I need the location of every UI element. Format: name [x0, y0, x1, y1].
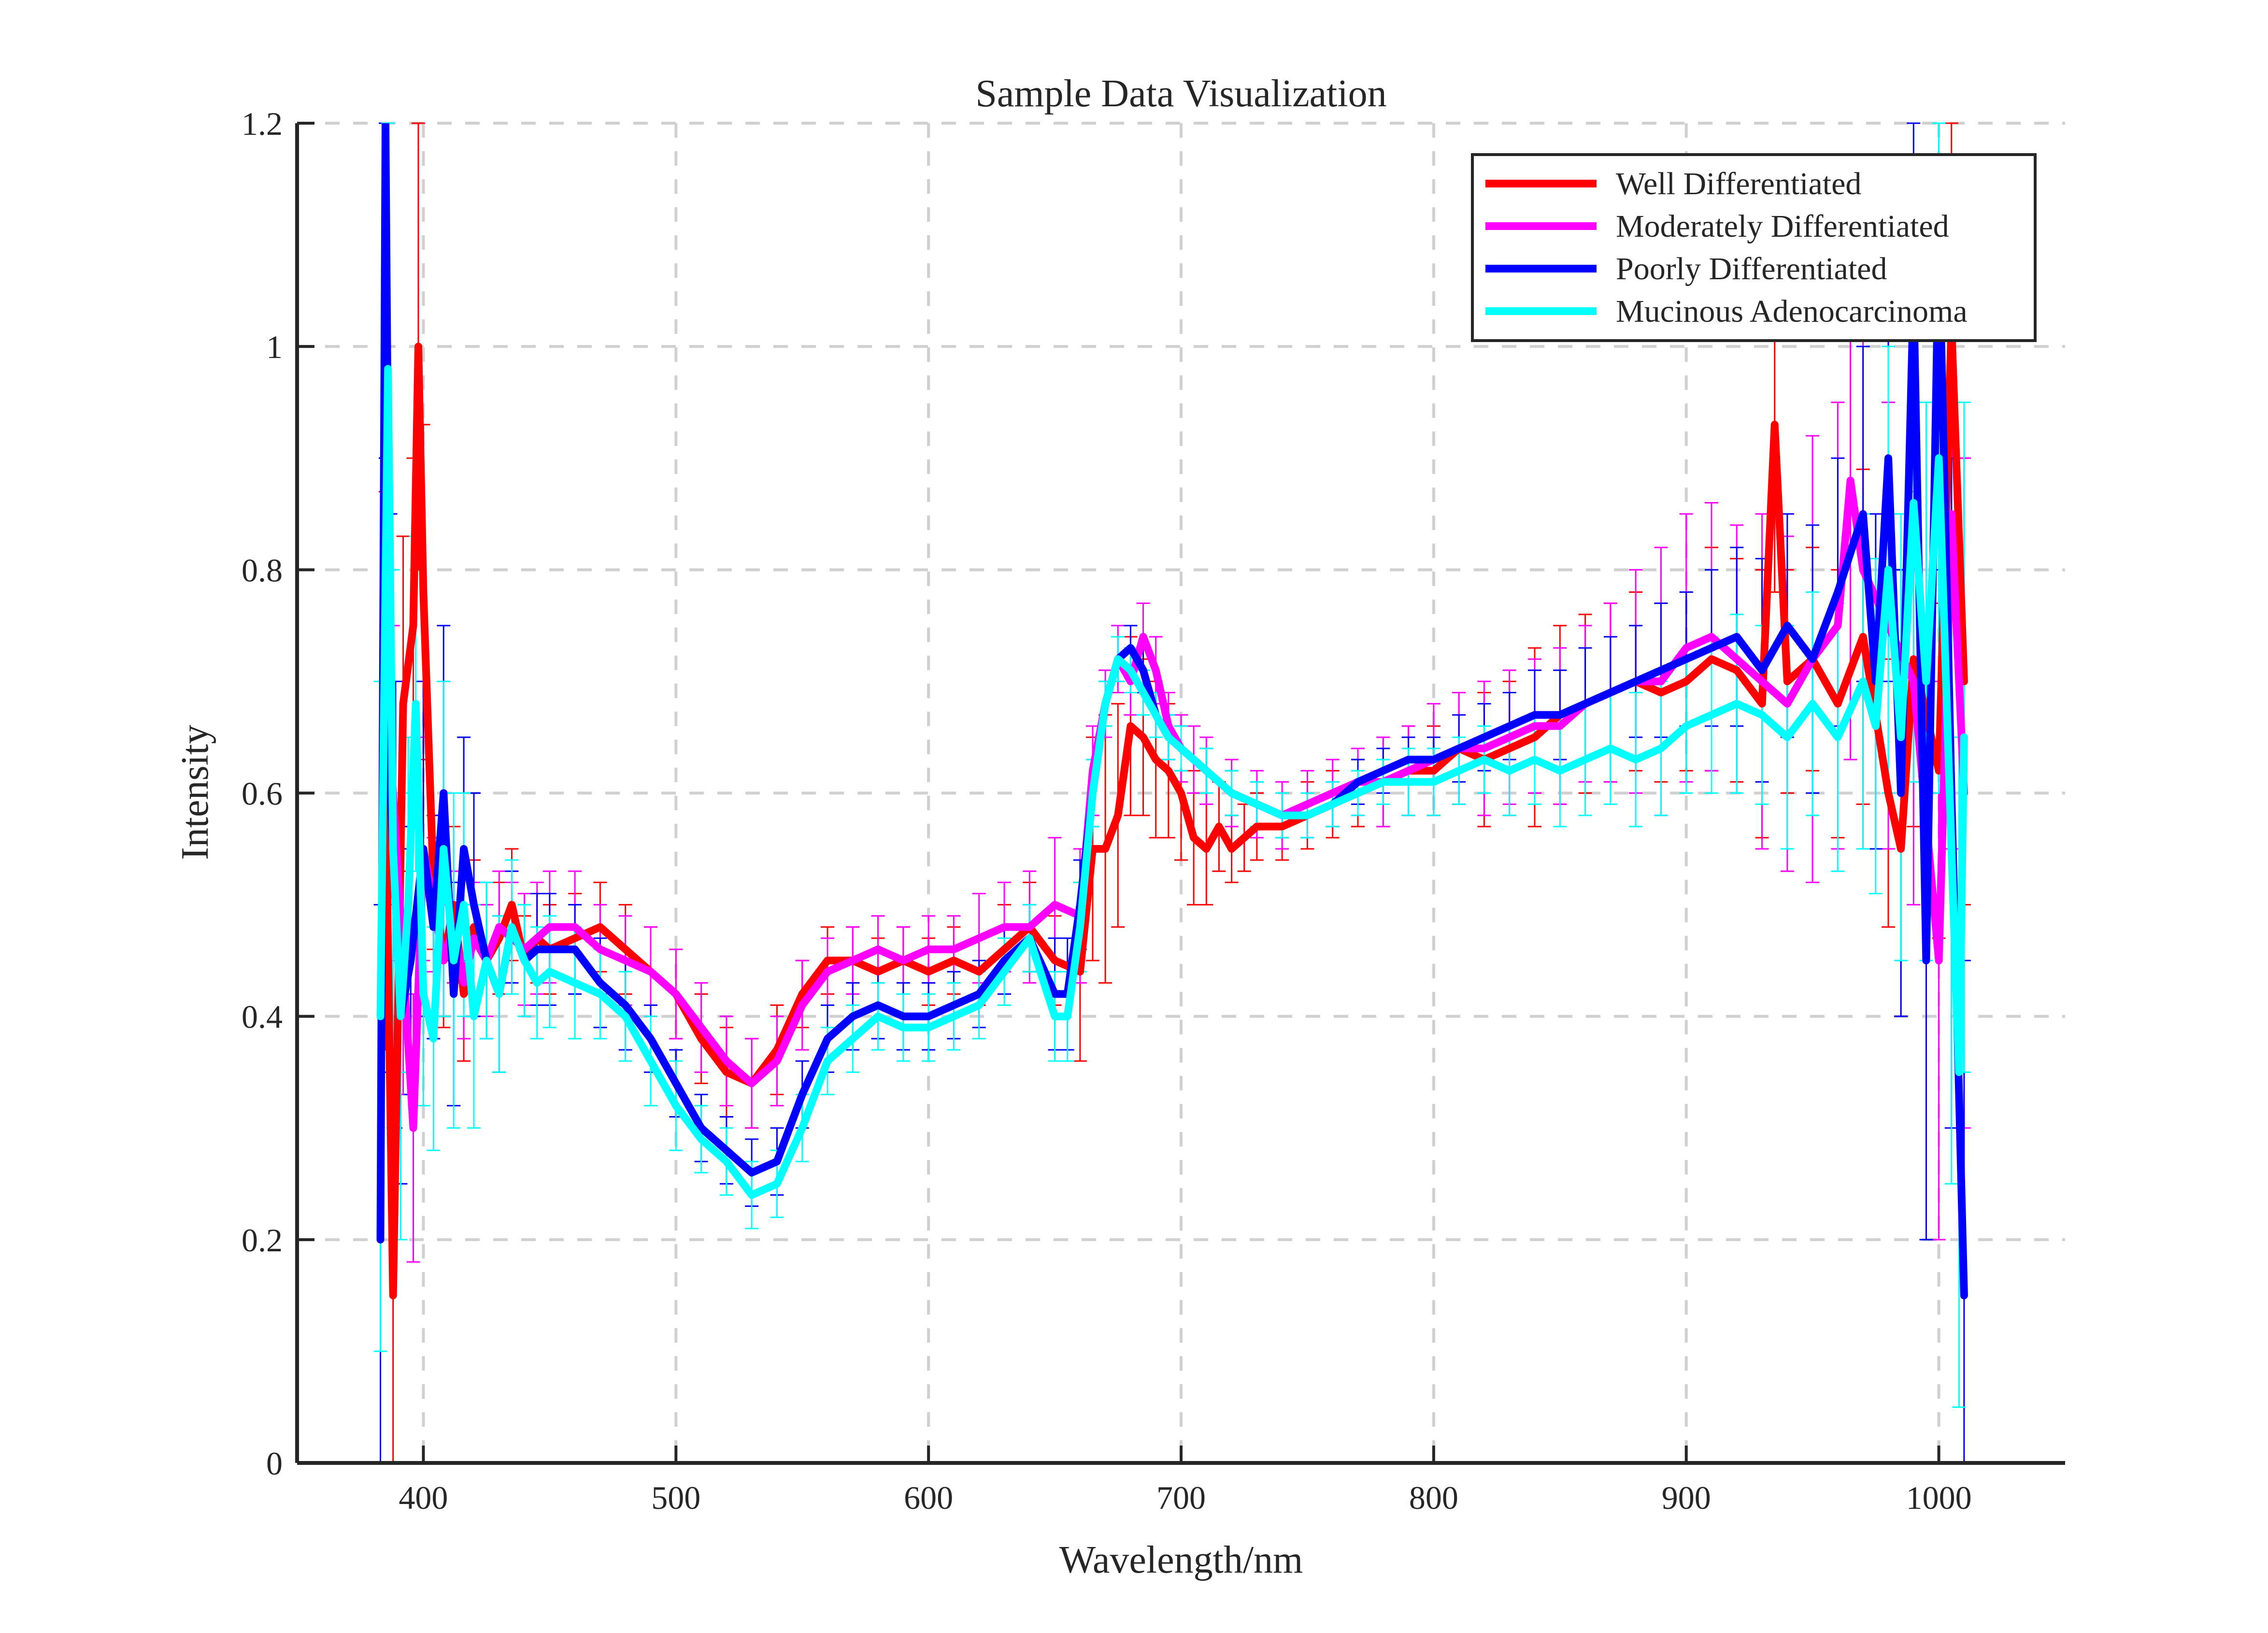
- legend: Well Differentiated Moderately Differenti…: [1471, 153, 2037, 342]
- x-tick-label: 700: [1156, 1479, 1206, 1516]
- data-series: [376, 123, 1968, 1300]
- axes: [295, 122, 2065, 1465]
- series-line-mucinous-adenocarcinoma: [376, 365, 1968, 1199]
- y-axis-label: Intensity: [174, 725, 216, 860]
- x-tick-label: 1000: [1906, 1479, 1972, 1516]
- y-tick-label: 0: [266, 1445, 283, 1482]
- x-tick-labels: 400 500 600 700 800 900 1000: [399, 1479, 1971, 1516]
- y-tick-label: 0.8: [242, 552, 283, 588]
- y-tick-label: 0.2: [242, 1222, 283, 1259]
- x-tick-label: 400: [399, 1479, 448, 1516]
- legend-item: Poorly Differentiated: [1485, 251, 1887, 286]
- x-tick-label: 500: [651, 1479, 700, 1516]
- x-tick-label: 900: [1662, 1479, 1711, 1516]
- legend-item: Well Differentiated: [1485, 166, 1861, 201]
- y-tick-label: 1.2: [242, 105, 283, 142]
- legend-label: Mucinous Adenocarcinoma: [1616, 294, 1968, 329]
- legend-label: Well Differentiated: [1616, 166, 1861, 201]
- y-tick-labels: 0 0.2 0.4 0.6 0.8 1 1.2: [242, 105, 283, 1482]
- y-tick-label: 0.6: [242, 775, 283, 812]
- grid: [297, 122, 2065, 1463]
- x-tick-label: 600: [904, 1479, 953, 1516]
- x-tick-label: 800: [1409, 1479, 1458, 1516]
- chart-title: Sample Data Visualization: [975, 72, 1386, 115]
- x-axis-label: Wavelength/nm: [1059, 1539, 1303, 1581]
- legend-item: Moderately Differentiated: [1485, 209, 1949, 244]
- y-tick-label: 1: [266, 329, 283, 365]
- legend-item: Mucinous Adenocarcinoma: [1485, 294, 1968, 329]
- legend-label: Moderately Differentiated: [1616, 209, 1949, 244]
- legend-label: Poorly Differentiated: [1616, 251, 1887, 286]
- y-tick-label: 0.4: [242, 999, 283, 1035]
